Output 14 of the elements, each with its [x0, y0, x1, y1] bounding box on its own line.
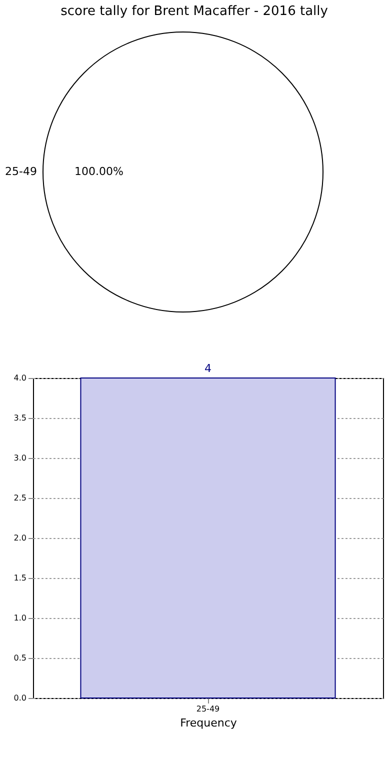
y-tick-label: 4.0 [14, 374, 26, 382]
data-label: 100.00% [74, 165, 124, 178]
data-label: 4 [204, 362, 212, 375]
y-tick-label: 1.5 [14, 574, 26, 582]
y-tick-label: 3.0 [14, 454, 26, 462]
y-tick-label: 1.0 [14, 614, 26, 622]
y-tick-label: 2.0 [14, 534, 26, 542]
y-tick-label: 2.5 [14, 494, 26, 502]
y-tick-label: 3.5 [14, 414, 26, 422]
y-tick-label: 0.0 [14, 694, 26, 702]
chart-title: score tally for Brent Macaffer - 2016 tally [60, 4, 328, 19]
y-tick-label: 0.5 [14, 654, 26, 662]
x-axis-title: Frequency [180, 716, 238, 730]
slice-label: 25-49 [5, 165, 37, 178]
